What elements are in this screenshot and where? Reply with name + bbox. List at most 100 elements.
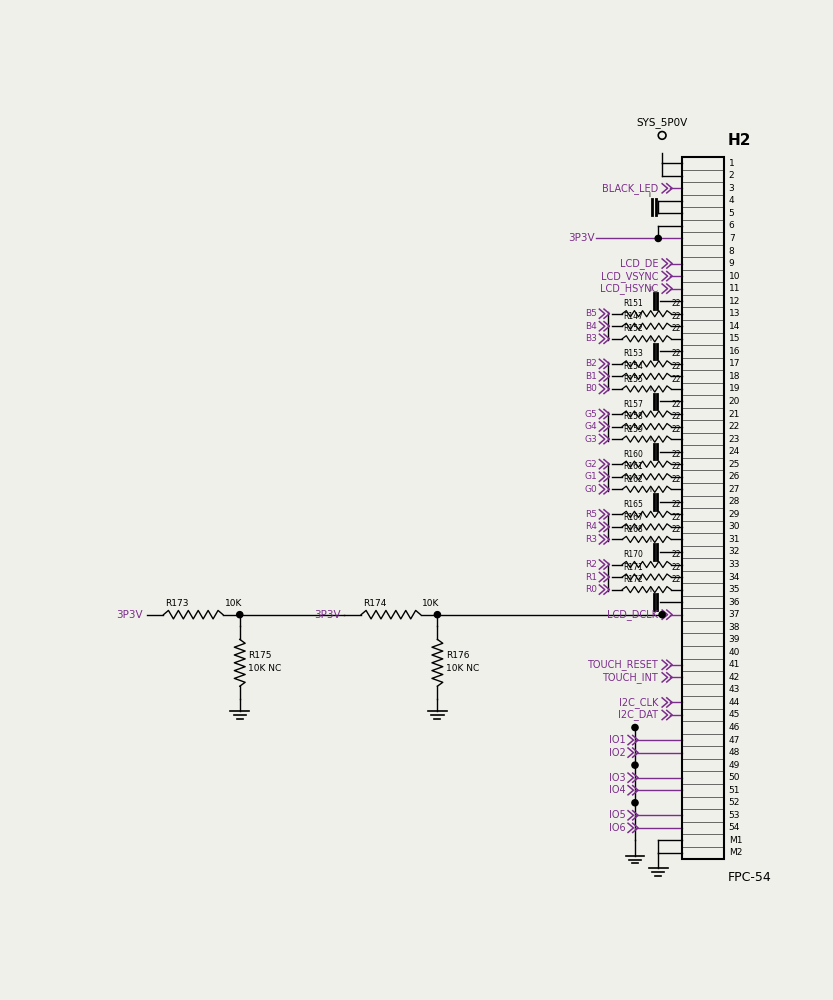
Circle shape	[659, 612, 666, 618]
Text: G1: G1	[584, 472, 597, 481]
Text: LCD_DE: LCD_DE	[620, 258, 658, 269]
Text: 17: 17	[729, 359, 741, 368]
Text: 18: 18	[729, 372, 741, 381]
Text: 27: 27	[729, 485, 741, 494]
Text: R154: R154	[623, 362, 643, 371]
Text: IO2: IO2	[609, 748, 626, 758]
Text: 22: 22	[671, 324, 681, 333]
Text: M2: M2	[729, 848, 742, 857]
Text: BLACK_LED: BLACK_LED	[602, 183, 658, 194]
Text: i: i	[650, 587, 651, 593]
Text: 22: 22	[671, 312, 681, 321]
Text: 46: 46	[729, 723, 741, 732]
Text: 22: 22	[671, 412, 681, 421]
Text: R151: R151	[623, 299, 643, 308]
Text: 22: 22	[671, 299, 681, 308]
Text: 53: 53	[729, 811, 741, 820]
Text: 11: 11	[729, 284, 741, 293]
Text: 52: 52	[729, 798, 741, 807]
Text: R160: R160	[623, 450, 643, 459]
Text: 22: 22	[729, 422, 740, 431]
Circle shape	[632, 762, 638, 768]
Text: R147: R147	[623, 312, 643, 321]
Text: R168: R168	[623, 525, 643, 534]
Text: 49: 49	[729, 761, 741, 770]
Text: R175: R175	[248, 651, 272, 660]
Text: 32: 32	[729, 547, 741, 556]
Text: 28: 28	[729, 497, 741, 506]
Text: 44: 44	[729, 698, 740, 707]
Text: 37: 37	[729, 610, 741, 619]
Text: R0: R0	[585, 585, 597, 594]
Text: 35: 35	[729, 585, 741, 594]
Text: 22: 22	[671, 525, 681, 534]
Text: IO4: IO4	[609, 785, 626, 795]
Text: 33: 33	[729, 560, 741, 569]
Text: 20: 20	[729, 397, 741, 406]
Text: IO1: IO1	[609, 735, 626, 745]
Text: 23: 23	[729, 435, 741, 444]
Text: 39: 39	[729, 635, 741, 644]
Text: R157: R157	[623, 400, 643, 409]
Text: 3P3V: 3P3V	[568, 233, 595, 243]
Text: 22: 22	[671, 462, 681, 471]
Text: 2: 2	[729, 171, 735, 180]
Text: 22: 22	[671, 425, 681, 434]
Text: G5: G5	[584, 410, 597, 419]
Text: 48: 48	[729, 748, 741, 757]
Text: R4: R4	[585, 522, 597, 531]
Text: R153: R153	[623, 349, 643, 358]
Text: 41: 41	[729, 660, 741, 669]
Text: R170: R170	[623, 550, 643, 559]
Text: 47: 47	[729, 736, 741, 745]
Text: 22: 22	[671, 500, 681, 509]
Text: 25: 25	[729, 460, 741, 469]
Text: 31: 31	[729, 535, 741, 544]
Bar	[681, 157, 724, 859]
Text: B4: B4	[586, 322, 597, 331]
Text: 30: 30	[729, 522, 741, 531]
Text: IO5: IO5	[609, 810, 626, 820]
Text: G0: G0	[584, 485, 597, 494]
Text: R5: R5	[585, 510, 597, 519]
Text: LCD_DCLK: LCD_DCLK	[607, 609, 658, 620]
Text: 10: 10	[729, 272, 741, 281]
Text: FPC-54: FPC-54	[728, 871, 771, 884]
Text: 21: 21	[729, 410, 741, 419]
Text: B2: B2	[586, 359, 597, 368]
Text: 36: 36	[729, 598, 741, 607]
Text: 22: 22	[671, 550, 681, 559]
Text: SYS_5P0V: SYS_5P0V	[636, 117, 688, 128]
Text: B3: B3	[585, 334, 597, 343]
Text: R162: R162	[623, 475, 643, 484]
Text: 3P3V: 3P3V	[314, 610, 341, 620]
Text: 51: 51	[729, 786, 741, 795]
Text: 22: 22	[671, 375, 681, 384]
Text: IO3: IO3	[609, 773, 626, 783]
Text: i: i	[650, 286, 651, 292]
Text: 9: 9	[729, 259, 735, 268]
Text: R2: R2	[585, 560, 597, 569]
Text: i: i	[650, 336, 651, 342]
Text: R1: R1	[585, 573, 597, 582]
Text: R152: R152	[623, 324, 643, 333]
Text: LCD_HSYNC: LCD_HSYNC	[600, 283, 658, 294]
Text: 10K NC: 10K NC	[446, 664, 479, 673]
Circle shape	[632, 724, 638, 731]
Text: 43: 43	[729, 685, 741, 694]
Text: 3: 3	[729, 184, 735, 193]
Text: R165: R165	[623, 500, 643, 509]
Text: B0: B0	[585, 384, 597, 393]
Text: R172: R172	[623, 575, 643, 584]
Text: 50: 50	[729, 773, 741, 782]
Text: 8: 8	[729, 247, 735, 256]
Text: i: i	[650, 386, 651, 392]
Circle shape	[655, 235, 661, 242]
Text: 22: 22	[671, 475, 681, 484]
Text: R161: R161	[623, 462, 643, 471]
Text: i: i	[650, 487, 651, 493]
Text: 24: 24	[729, 447, 740, 456]
Text: G3: G3	[584, 435, 597, 444]
Text: 54: 54	[729, 823, 741, 832]
Text: 7: 7	[729, 234, 735, 243]
